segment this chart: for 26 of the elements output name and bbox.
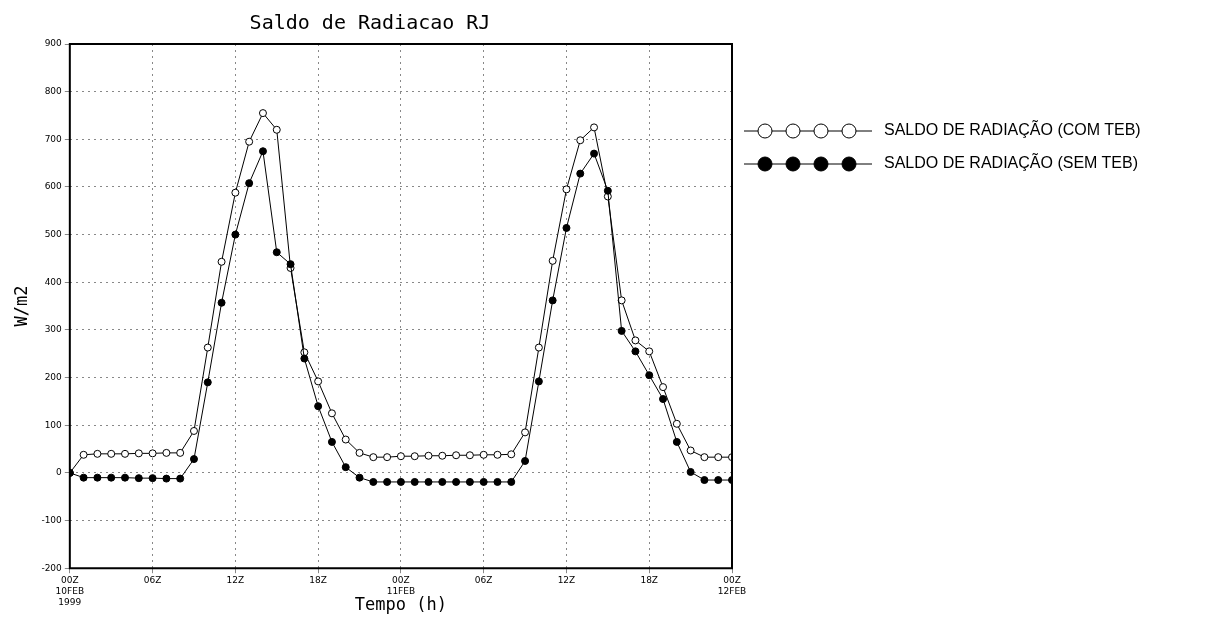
y-tick-label: 100 <box>44 419 63 430</box>
y-tick-label: 900 <box>44 38 63 49</box>
legend-label: SALDO DE RADIAÇÃO (COM TEB) <box>884 119 1141 139</box>
y-tick-label: 200 <box>44 371 63 382</box>
legend-label: SALDO DE RADIAÇÃO (SEM TEB) <box>884 152 1138 172</box>
y-tick-label: 0 <box>56 467 63 478</box>
x-tick-label: 00Z 12FEB <box>717 574 747 596</box>
x-tick-label: 18Z <box>640 574 659 585</box>
y-tick-label: 400 <box>44 276 63 287</box>
x-tick-label: 00Z 11FEB <box>386 574 416 596</box>
x-tick-label: 06Z <box>474 574 493 585</box>
chart-title: Saldo de Radiacao RJ <box>249 10 491 35</box>
x-tick-label: 12Z <box>557 574 576 585</box>
x-tick-label: 06Z <box>143 574 162 585</box>
y-axis-title: W/m2 <box>10 285 31 327</box>
y-tick-label: 500 <box>44 228 63 239</box>
y-tick-label: -200 <box>41 562 63 573</box>
y-tick-label: -100 <box>41 514 63 525</box>
y-tick-label: 600 <box>44 181 63 192</box>
x-tick-label: 18Z <box>309 574 327 585</box>
y-tick-label: 800 <box>44 86 63 96</box>
y-tick-label: 700 <box>44 133 63 144</box>
x-axis-title: Tempo (h) <box>354 594 447 615</box>
y-tick-label: 300 <box>44 324 63 335</box>
x-tick-label: 00Z 10FEB 1999 <box>55 574 85 607</box>
x-tick-label: 12Z <box>226 574 245 585</box>
